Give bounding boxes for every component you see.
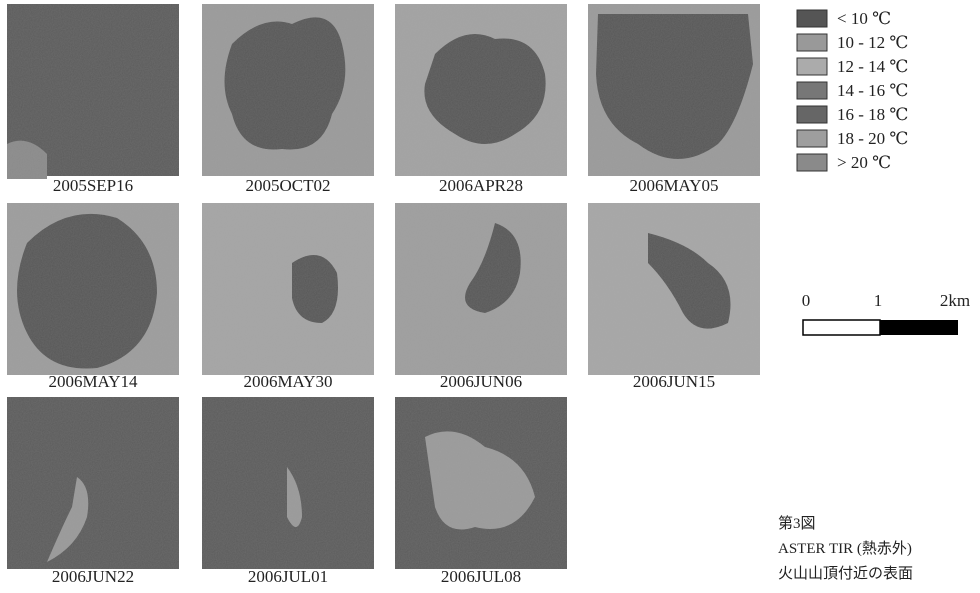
legend-label: 10 - 12 ℃ (837, 33, 908, 52)
legend-label: 12 - 14 ℃ (837, 57, 908, 76)
thermal-panel (588, 4, 760, 176)
legend-label: 16 - 18 ℃ (837, 105, 908, 124)
legend-label: 18 - 20 ℃ (837, 129, 908, 148)
legend-swatch (797, 58, 827, 75)
panel-date: 2006MAY30 (243, 372, 332, 391)
thermal-panel (395, 4, 567, 176)
panel-date: 2006JUL01 (248, 567, 328, 586)
panel-date: 2005OCT02 (246, 176, 331, 195)
thermal-panel (7, 4, 179, 179)
legend-swatch (797, 34, 827, 51)
thermal-panel (395, 203, 567, 375)
panel-date: 2006JUL08 (441, 567, 521, 586)
caption-line: 第3図 (778, 514, 816, 532)
thermal-panel (7, 397, 179, 569)
scale-label: 0 (802, 291, 811, 310)
panel-date: 2006MAY05 (629, 176, 718, 195)
panel-image (7, 397, 179, 569)
thermal-panel (395, 397, 567, 569)
thermal-panel (7, 203, 179, 375)
panel-date: 2006JUN06 (440, 372, 522, 391)
caption-line: ASTER TIR (熱赤外) (778, 540, 912, 557)
legend-swatch (797, 82, 827, 99)
panel-date: 2006APR28 (439, 176, 523, 195)
legend: < 10 ℃ 10 - 12 ℃ 12 - 14 ℃ 14 - 16 ℃ 16 - 18… (797, 9, 908, 172)
caption-line: 火山山頂付近の表面 (778, 565, 913, 582)
legend-label: 14 - 16 ℃ (837, 81, 908, 100)
legend-swatch (797, 154, 827, 171)
scale-label: 1 (874, 291, 883, 310)
figure: 2005SEP16 2005OCT02 2006APR28 2006MAY05 2006… (0, 0, 980, 588)
panel-grid: 2005SEP16 2005OCT02 2006APR28 2006MAY05 2006… (7, 4, 760, 586)
legend-swatch (797, 130, 827, 147)
scale-bar: 0 1 2km (802, 291, 970, 335)
scale-black (880, 320, 958, 335)
legend-swatch (797, 106, 827, 123)
panel-date: 2006JUN15 (633, 372, 715, 391)
panel-date: 2006JUN22 (52, 567, 134, 586)
thermal-panel (202, 203, 374, 375)
legend-label: < 10 ℃ (837, 9, 891, 28)
panel-date: 2006MAY14 (48, 372, 138, 391)
thermal-panel (202, 397, 374, 569)
scale-label: 2km (940, 291, 970, 310)
temperature-region (17, 214, 157, 369)
panel-date: 2005SEP16 (53, 176, 133, 195)
panel-image (202, 203, 374, 375)
scale-white (803, 320, 880, 335)
thermal-panel (588, 203, 760, 375)
temperature-region (292, 255, 338, 323)
thermal-panel (202, 4, 374, 176)
legend-label: > 20 ℃ (837, 153, 891, 172)
legend-swatch (797, 10, 827, 27)
